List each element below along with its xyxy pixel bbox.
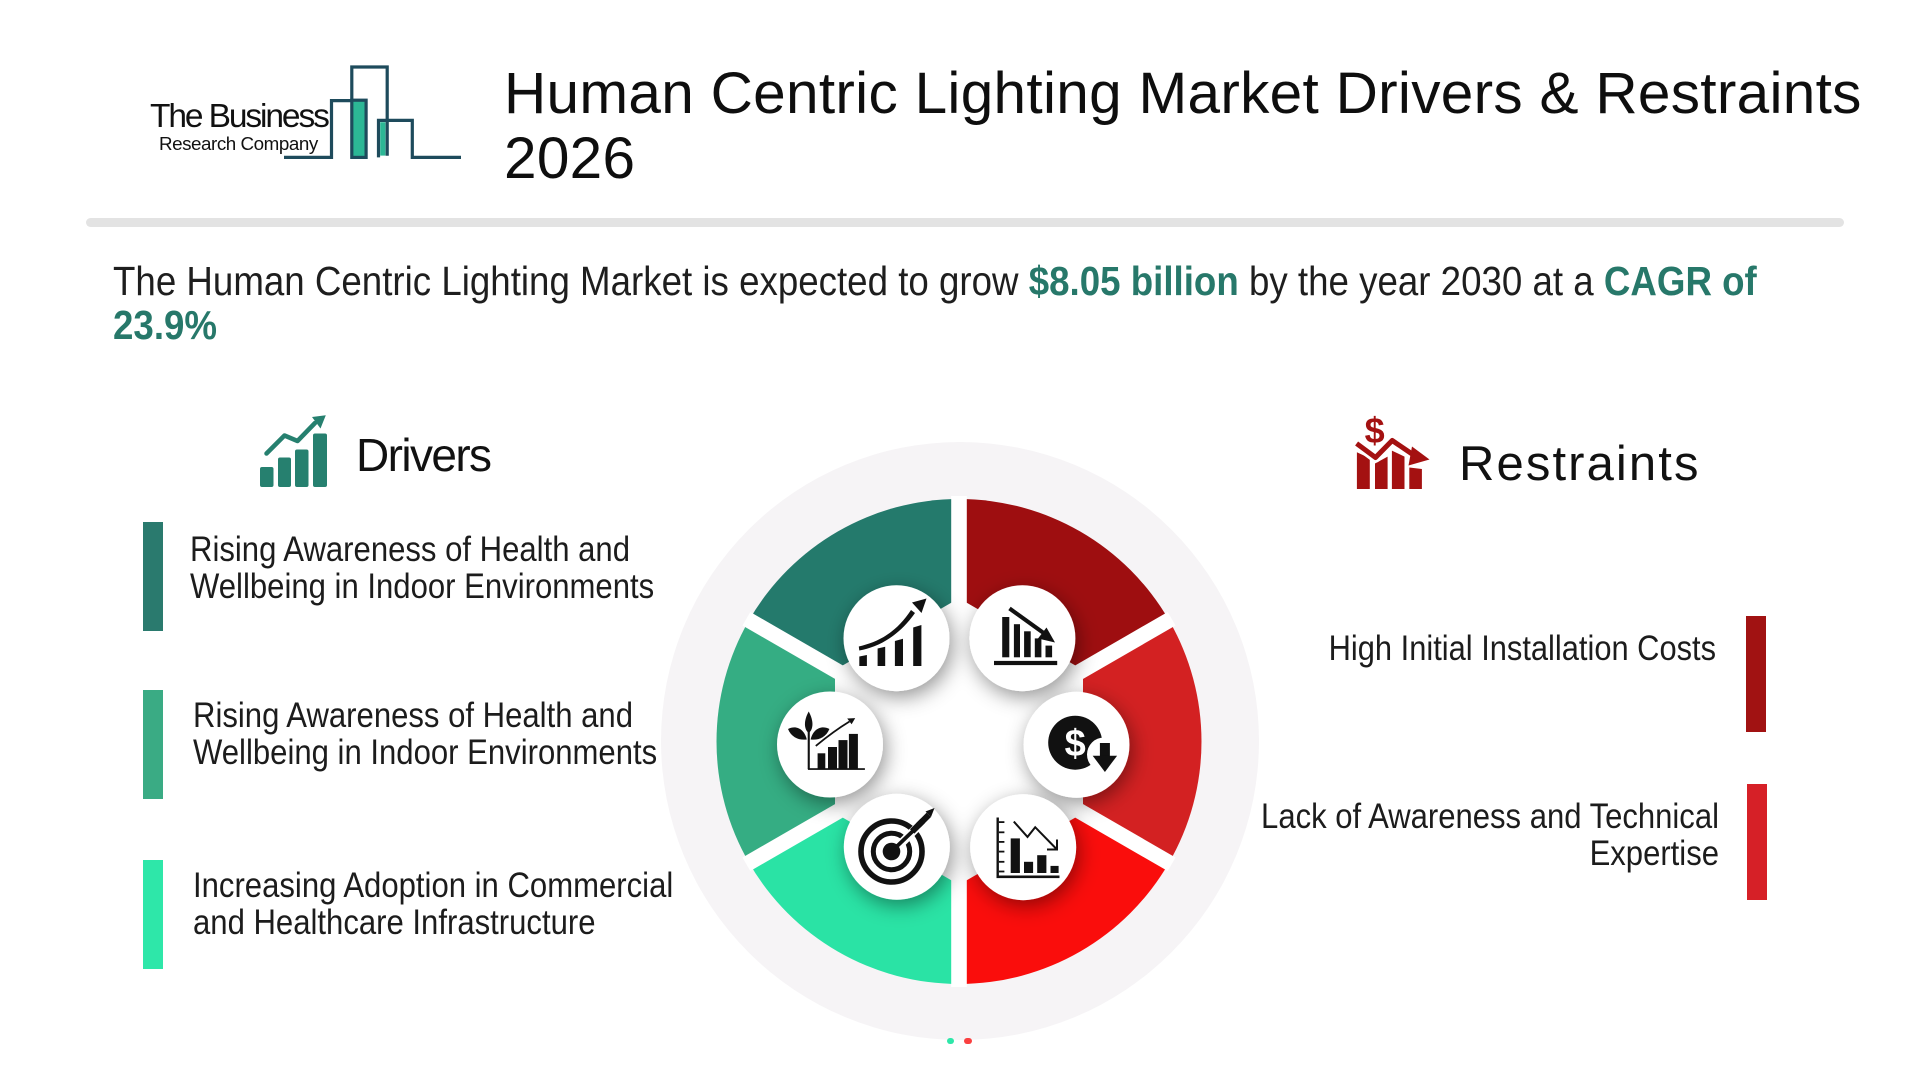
svg-text:$: $ <box>1065 723 1086 765</box>
svg-text:$: $ <box>1365 410 1385 451</box>
